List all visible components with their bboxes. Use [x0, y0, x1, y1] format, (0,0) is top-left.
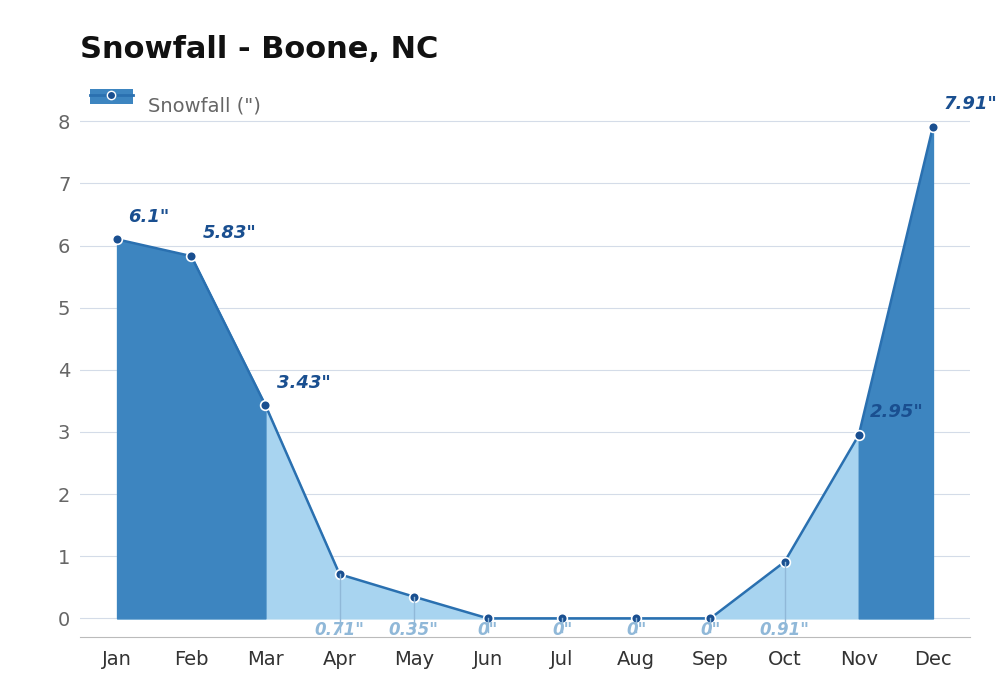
Text: 7.91": 7.91" [944, 95, 998, 113]
Text: 5.83": 5.83" [202, 225, 256, 242]
Text: 0": 0" [626, 622, 646, 640]
Text: 0": 0" [700, 622, 721, 640]
Text: 0": 0" [478, 622, 498, 640]
Text: 3.43": 3.43" [277, 374, 330, 391]
Text: 0.91": 0.91" [760, 622, 810, 640]
Text: Snowfall - Boone, NC: Snowfall - Boone, NC [80, 35, 438, 64]
Text: 0.71": 0.71" [315, 622, 365, 640]
Text: 2.95": 2.95" [870, 403, 924, 421]
Text: 0.35": 0.35" [389, 622, 439, 640]
Text: 6.1": 6.1" [128, 208, 169, 225]
Legend: Snowfall ("): Snowfall (") [90, 94, 261, 116]
Text: 0": 0" [552, 622, 572, 640]
